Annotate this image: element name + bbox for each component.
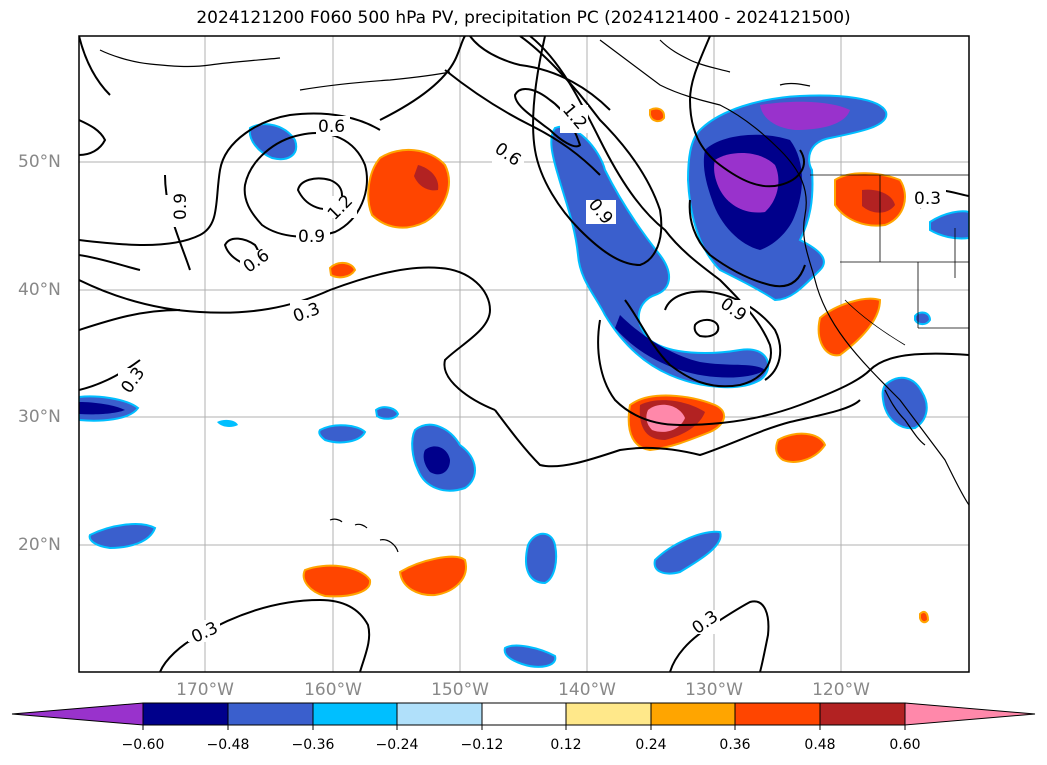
- contour-small-circle: [693, 318, 720, 338]
- negative-precip-areas: [79, 94, 969, 668]
- pos-area-south-1: [302, 564, 372, 598]
- neg-area-tiny: [914, 311, 932, 326]
- contour-0.3-se: [494, 399, 861, 468]
- contour-1.2-central: [513, 88, 582, 148]
- positive-precip-areas: [302, 107, 930, 624]
- colorbar-tick-label: −0.12: [460, 737, 504, 753]
- colorbar: [11, 702, 1036, 730]
- pos-area-small-3: [919, 611, 930, 624]
- neg-area-baja: [881, 376, 928, 430]
- longitude-label: 160°W: [304, 680, 362, 700]
- colorbar-tick-label: −0.24: [375, 737, 419, 753]
- contour-label-group: 0.6 0.9 1.2 0.6 0.9 0.3 1.2 0.6 0.9 0.9 …: [117, 100, 946, 648]
- colorbar-tick-label: 0.12: [550, 737, 582, 753]
- neg-area-small-1: [318, 424, 367, 444]
- contour-label: 0.9: [298, 227, 325, 247]
- colorbar-tick-label: 0.36: [719, 737, 751, 753]
- pos-area-oregon-core: [862, 189, 895, 213]
- contour-0.3-left: [79, 359, 141, 391]
- colorbar-segment: [650, 702, 736, 726]
- colorbar-ticks: [142, 725, 906, 730]
- latitude-label: 40°N: [18, 280, 61, 300]
- political-borders: [810, 174, 969, 346]
- colorbar-tick-label: 0.24: [635, 737, 667, 753]
- neg-area-southeast: [653, 530, 722, 575]
- colorbar-segment: [819, 702, 906, 726]
- neg-area-gulf-purple: [760, 101, 850, 130]
- pos-area-north-core: [414, 165, 439, 191]
- latitude-label: 50°N: [18, 152, 61, 172]
- colorbar-tick-label: −0.48: [206, 737, 250, 753]
- neg-area-small-2: [374, 406, 400, 420]
- latitude-label: 20°N: [18, 535, 61, 555]
- neg-area-west-pacific: [248, 123, 298, 160]
- neg-area-alaska-purple: [714, 153, 779, 213]
- contour-0.9-west: [79, 112, 381, 246]
- contour-label: 0.6: [318, 117, 345, 137]
- contour-main-0.6: [379, 36, 663, 267]
- colorbar-tick-label: 0.48: [804, 737, 836, 753]
- colorbar-segment: [481, 702, 567, 726]
- colorbar-segment: [396, 702, 483, 726]
- neg-area-south-bottom: [503, 644, 557, 668]
- colorbar-tick-label: 0.60: [889, 737, 921, 753]
- contour-0.3-bottom-right: [669, 600, 770, 672]
- contour-0.9-east-2: [688, 199, 806, 288]
- pos-area-southeast: [775, 432, 827, 463]
- neg-area-band-core: [615, 315, 765, 378]
- contour-0.6-west: [243, 132, 368, 238]
- pos-area-small-1: [328, 262, 357, 279]
- pos-area-small-2: [649, 107, 666, 123]
- pos-area-california: [817, 297, 882, 357]
- contour-1.2-west: [296, 177, 343, 210]
- contour-0.3-right: [597, 319, 969, 427]
- map-title: 2024121200 F060 500 hPa PV, precipitatio…: [196, 8, 851, 28]
- map-frame: [78, 35, 970, 673]
- neg-area-band: [550, 125, 770, 389]
- colorbar-segment: [734, 702, 821, 726]
- colorbar-segment: [227, 702, 314, 726]
- neg-area-east: [929, 210, 969, 240]
- contour-0.9-east: [688, 36, 805, 188]
- colorbar-extend-high: [904, 702, 1036, 726]
- contour-main-big: [529, 36, 772, 388]
- contour-label: 0.9: [171, 193, 191, 220]
- longitude-label: 170°W: [176, 680, 234, 700]
- colorbar-extend-low: [11, 702, 144, 726]
- longitude-label: 120°W: [812, 680, 870, 700]
- contour-0.6-band: [444, 69, 601, 176]
- pos-area-south-2: [398, 555, 467, 597]
- colorbar-tick-label: −0.36: [291, 737, 335, 753]
- latitude-label: 30°N: [18, 407, 61, 427]
- contour-0.3-lower: [79, 309, 181, 331]
- longitude-label: 150°W: [431, 680, 489, 700]
- neg-area-left-core: [79, 402, 125, 415]
- contour-0.9-far-west: [79, 36, 111, 96]
- colorbar-segment: [565, 702, 652, 726]
- colorbar-tick-label: −0.60: [121, 737, 165, 753]
- contour-top-left: [79, 119, 107, 156]
- longitude-label: 130°W: [685, 680, 743, 700]
- contour-label: 0.3: [914, 189, 941, 209]
- longitude-label: 140°W: [558, 680, 616, 700]
- neg-area-small-3: [217, 419, 238, 427]
- colorbar-segment: [312, 702, 398, 726]
- coastlines: [99, 39, 969, 553]
- neg-area-dateline: [88, 523, 157, 550]
- colorbar-segment: [142, 702, 229, 726]
- contour-0.3-west: [79, 266, 496, 411]
- neg-area-central-core: [423, 446, 450, 475]
- pos-area-north: [367, 148, 450, 229]
- contour-0.9-central: [469, 36, 611, 111]
- neg-area-south-small: [525, 532, 558, 585]
